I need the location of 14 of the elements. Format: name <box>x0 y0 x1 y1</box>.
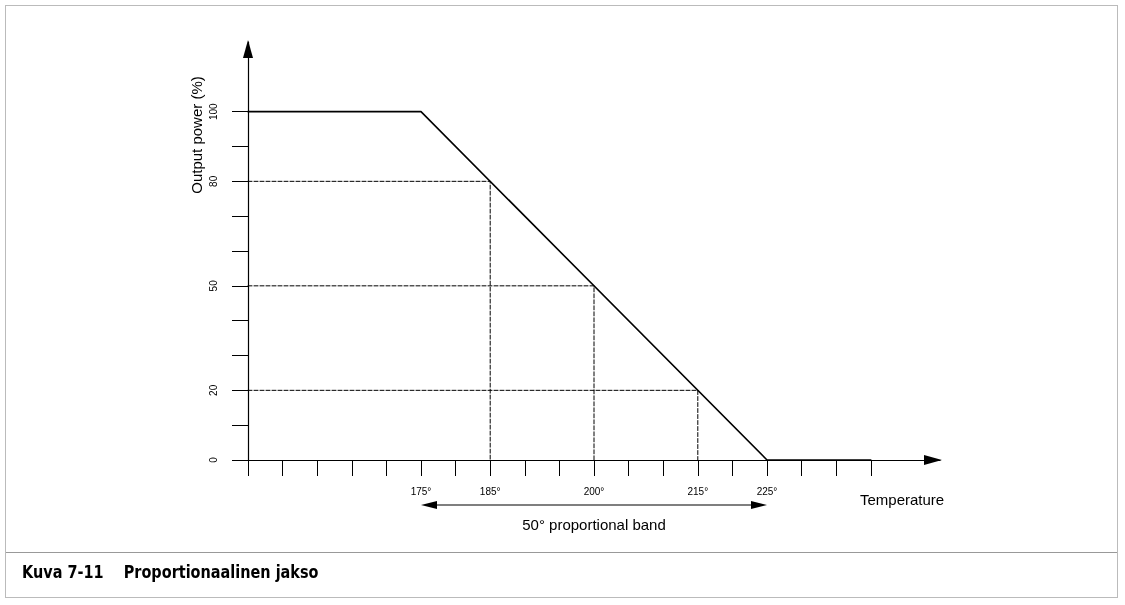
y-tick-label: 100 <box>207 102 219 121</box>
y-tick-label: 20 <box>207 384 219 396</box>
x-tick-label: 185° <box>479 485 501 497</box>
y-axis-title: Output power (%) <box>187 76 205 194</box>
x-tick-label: 175° <box>410 485 432 497</box>
text: Kuva 7-11 Proportionaalinen jakso <box>22 562 319 582</box>
y-tick-label: 80 <box>207 175 219 187</box>
x-axis-title: Temperature <box>860 491 945 508</box>
x-tick-label: 225° <box>756 485 778 497</box>
x-tick-label: 215° <box>687 485 709 497</box>
text: 50° proportional band <box>522 516 666 533</box>
x-tick-label: 200° <box>583 485 605 497</box>
y-tick-label: 0 <box>207 456 219 463</box>
y-tick-label: 50 <box>207 279 219 292</box>
